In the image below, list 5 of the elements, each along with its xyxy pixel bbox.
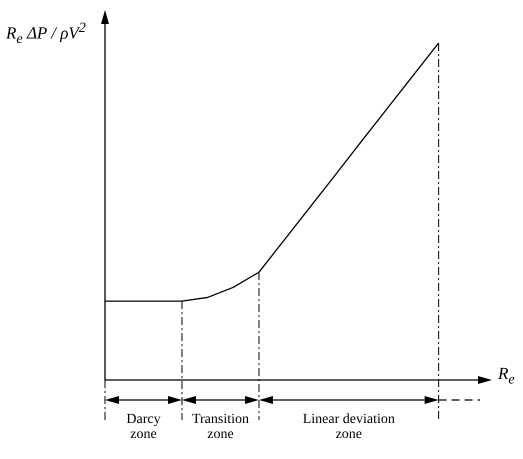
- x-axis-title: R$_{e}$: [498, 364, 515, 388]
- text: Linear deviation zone: [302, 412, 396, 442]
- text: Transition zone: [190, 412, 250, 442]
- y-axis-title: R$_{e}$ ΔP / ρV$^{2}$: [6, 20, 86, 48]
- text: Darcy zone: [125, 412, 162, 442]
